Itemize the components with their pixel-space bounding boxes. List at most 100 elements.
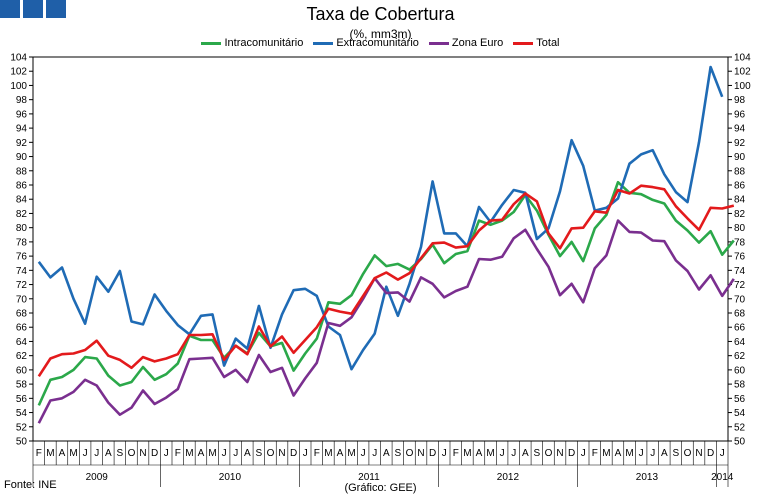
series-intracomunitario-line bbox=[37, 180, 735, 406]
y-tick-label-right: 104 bbox=[734, 53, 751, 64]
y-tick-label-left: 82 bbox=[16, 209, 28, 220]
y-tick-label-right: 94 bbox=[734, 124, 746, 135]
legend-item-extracomunitario: Extracomunitário bbox=[313, 37, 419, 49]
header-square bbox=[0, 0, 20, 18]
x-tick-label-month: A bbox=[244, 448, 251, 459]
y-tick-label-left: 78 bbox=[16, 237, 28, 248]
y-tick-label-left: 66 bbox=[16, 323, 28, 334]
series-total-line bbox=[37, 184, 735, 378]
x-tick-label-month: O bbox=[684, 448, 692, 459]
y-tick-label-left: 62 bbox=[16, 351, 28, 362]
x-tick-label-month: S bbox=[256, 448, 263, 459]
x-tick-label-month: D bbox=[290, 448, 297, 459]
y-tick-label-right: 82 bbox=[734, 209, 746, 220]
x-tick-label-month: N bbox=[556, 448, 563, 459]
x-tick-label-month: M bbox=[69, 448, 77, 459]
y-tick-label-left: 100 bbox=[10, 81, 27, 92]
x-tick-label-month: F bbox=[175, 448, 181, 459]
y-tick-label-left: 58 bbox=[16, 380, 28, 391]
x-tick-label-month: D bbox=[429, 448, 436, 459]
y-tick-label-right: 54 bbox=[734, 408, 746, 419]
x-tick-label-month: A bbox=[105, 448, 112, 459]
y-tick-label-left: 90 bbox=[16, 152, 28, 163]
plot-frame bbox=[32, 56, 729, 442]
x-tick-label-month: J bbox=[581, 448, 586, 459]
y-tick-label-left: 92 bbox=[16, 138, 28, 149]
y-tick-label-right: 72 bbox=[734, 280, 746, 291]
x-tick-label-month: A bbox=[337, 448, 344, 459]
x-tick-label-month: J bbox=[442, 448, 447, 459]
x-tick-label-month: M bbox=[185, 448, 193, 459]
header-square bbox=[23, 0, 43, 18]
y-tick-label-left: 80 bbox=[16, 223, 28, 234]
x-tick-label-month: F bbox=[592, 448, 598, 459]
y-tick-label-right: 86 bbox=[734, 181, 746, 192]
x-tick-label-month: M bbox=[208, 448, 216, 459]
legend-item-zona-euro: Zona Euro bbox=[428, 37, 503, 49]
x-tick-label-month: M bbox=[324, 448, 332, 459]
x-tick-label-month: N bbox=[278, 448, 285, 459]
x-tick-label-month: A bbox=[59, 448, 66, 459]
x-tick-label-month: A bbox=[198, 448, 205, 459]
x-tick-label-month: S bbox=[534, 448, 541, 459]
x-tick-label-month: A bbox=[383, 448, 390, 459]
source-note: Fonte: INE bbox=[4, 479, 57, 491]
y-tick-label-right: 88 bbox=[734, 166, 746, 177]
x-tick-label-month: N bbox=[695, 448, 702, 459]
y-tick-label-left: 72 bbox=[16, 280, 28, 291]
x-tick-label-month: J bbox=[303, 448, 308, 459]
x-tick-label-month: M bbox=[602, 448, 610, 459]
y-tick-label-left: 84 bbox=[16, 195, 28, 206]
chart-credit: (Gráfico: GEE) bbox=[344, 482, 417, 494]
x-tick-label-month: A bbox=[661, 448, 668, 459]
x-tick-label-month: O bbox=[128, 448, 136, 459]
x-tick-label-month: D bbox=[707, 448, 714, 459]
y-tick-label-right: 58 bbox=[734, 380, 746, 391]
x-tick-label-month: S bbox=[395, 448, 402, 459]
x-tick-label-month: S bbox=[673, 448, 680, 459]
legend-swatch bbox=[313, 41, 334, 45]
x-tick-label-month: N bbox=[417, 448, 424, 459]
y-tick-label-right: 102 bbox=[734, 67, 751, 78]
legend-swatch bbox=[513, 41, 534, 45]
y-tick-label-left: 104 bbox=[10, 53, 27, 64]
y-tick-label-left: 56 bbox=[16, 394, 28, 405]
y-tick-label-right: 70 bbox=[734, 294, 746, 305]
x-tick-label-year: 2012 bbox=[497, 472, 520, 483]
x-tick-label-month: F bbox=[314, 448, 320, 459]
x-tick-label-month: A bbox=[615, 448, 622, 459]
y-tick-label-right: 50 bbox=[734, 437, 746, 448]
y-tick-label-right: 52 bbox=[734, 422, 746, 433]
x-tick-label-month: J bbox=[83, 448, 88, 459]
x-tick-label-month: J bbox=[650, 448, 655, 459]
y-tick-label-left: 94 bbox=[16, 124, 28, 135]
x-tick-label-month: M bbox=[347, 448, 355, 459]
y-tick-label-left: 70 bbox=[16, 294, 28, 305]
y-tick-label-right: 64 bbox=[734, 337, 746, 348]
y-tick-label-right: 68 bbox=[734, 309, 746, 320]
x-tick-label-month: J bbox=[361, 448, 366, 459]
x-tick-label-month: A bbox=[522, 448, 529, 459]
y-tick-label-left: 54 bbox=[16, 408, 28, 419]
x-tick-label-month: D bbox=[568, 448, 575, 459]
legend-label: Total bbox=[536, 37, 560, 49]
y-tick-label-left: 76 bbox=[16, 252, 28, 263]
x-tick-label-month: O bbox=[545, 448, 553, 459]
x-tick-label-month: J bbox=[164, 448, 169, 459]
y-tick-label-left: 96 bbox=[16, 109, 28, 120]
series-zona-euro-line bbox=[37, 219, 735, 424]
y-tick-label-right: 62 bbox=[734, 351, 746, 362]
x-tick-label-year: 2009 bbox=[86, 472, 109, 483]
chart-legend: Intracomunitário Extracomunitário Zona E… bbox=[0, 37, 761, 49]
y-tick-label-left: 60 bbox=[16, 365, 28, 376]
header-square bbox=[46, 0, 66, 18]
legend-swatch bbox=[428, 41, 449, 45]
legend-swatch bbox=[201, 41, 222, 45]
x-tick-label-month: M bbox=[625, 448, 633, 459]
legend-item-intracomunitario: Intracomunitário bbox=[201, 37, 303, 49]
y-tick-label-right: 100 bbox=[734, 81, 751, 92]
x-tick-label-month: J bbox=[372, 448, 377, 459]
x-tick-label-month: M bbox=[486, 448, 494, 459]
x-tick-label-month: J bbox=[233, 448, 238, 459]
y-tick-label-right: 78 bbox=[734, 237, 746, 248]
